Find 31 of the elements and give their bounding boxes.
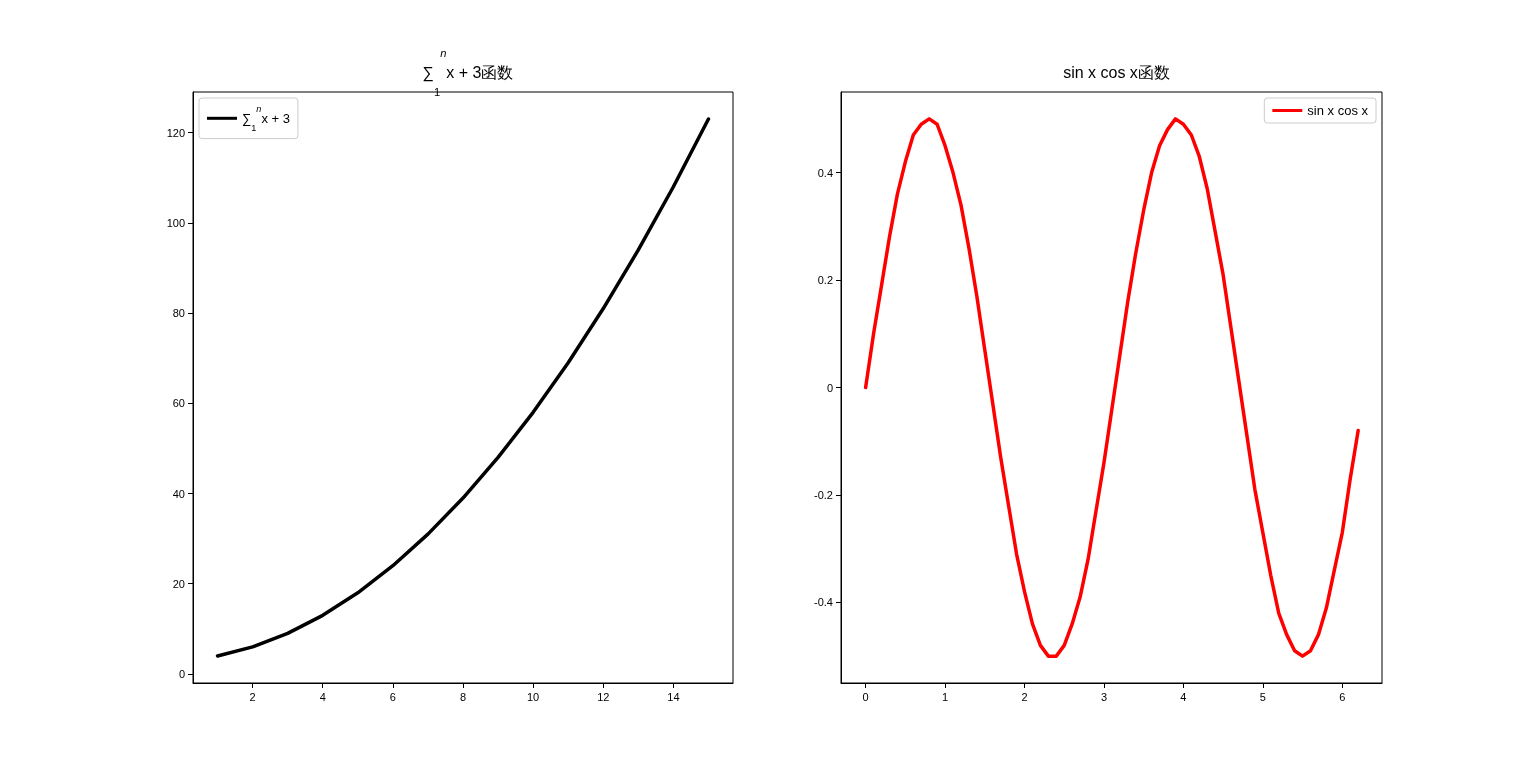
- chart-title: sin x cos x函数: [1063, 63, 1170, 81]
- x-tick-label: 12: [597, 690, 610, 703]
- x-tick-label: 2: [249, 690, 256, 703]
- legend-label: ∑1nx + 3: [242, 103, 290, 134]
- y-tick-label: 60: [172, 397, 185, 410]
- y-tick-label: 40: [172, 487, 185, 500]
- y-tick-label: 0: [826, 381, 833, 394]
- x-tick-label: 3: [1100, 690, 1108, 703]
- x-tick-label: 1: [942, 690, 949, 703]
- y-tick-label: 120: [166, 126, 185, 139]
- line-series: [863, 117, 1360, 658]
- x-tick-label: 2: [1021, 690, 1028, 703]
- y-tick-label: 0.4: [817, 166, 833, 179]
- y-tick-label: 100: [166, 216, 185, 229]
- x-tick-label: 0: [862, 690, 869, 703]
- x-tick-label: 5: [1259, 690, 1266, 703]
- x-tick-label: 14: [667, 690, 680, 703]
- x-tick-label: 10: [527, 690, 540, 703]
- y-tick-label: 0: [178, 667, 185, 680]
- x-tick-label: 4: [1180, 690, 1187, 703]
- x-tick-label: 4: [319, 690, 326, 703]
- y-tick-label: 20: [172, 577, 185, 590]
- y-tick-label: -0.4: [814, 596, 833, 609]
- y-tick-label: 0.2: [817, 274, 833, 287]
- x-tick-label: 6: [1339, 690, 1346, 703]
- chart-title: ∑1nx + 3函数: [422, 46, 514, 98]
- y-tick-label: -0.2: [814, 488, 833, 501]
- x-tick-label: 6: [389, 690, 396, 703]
- legend-label: sin x cos x: [1307, 103, 1369, 118]
- y-tick-label: 80: [172, 307, 185, 320]
- x-tick-label: 8: [459, 690, 467, 703]
